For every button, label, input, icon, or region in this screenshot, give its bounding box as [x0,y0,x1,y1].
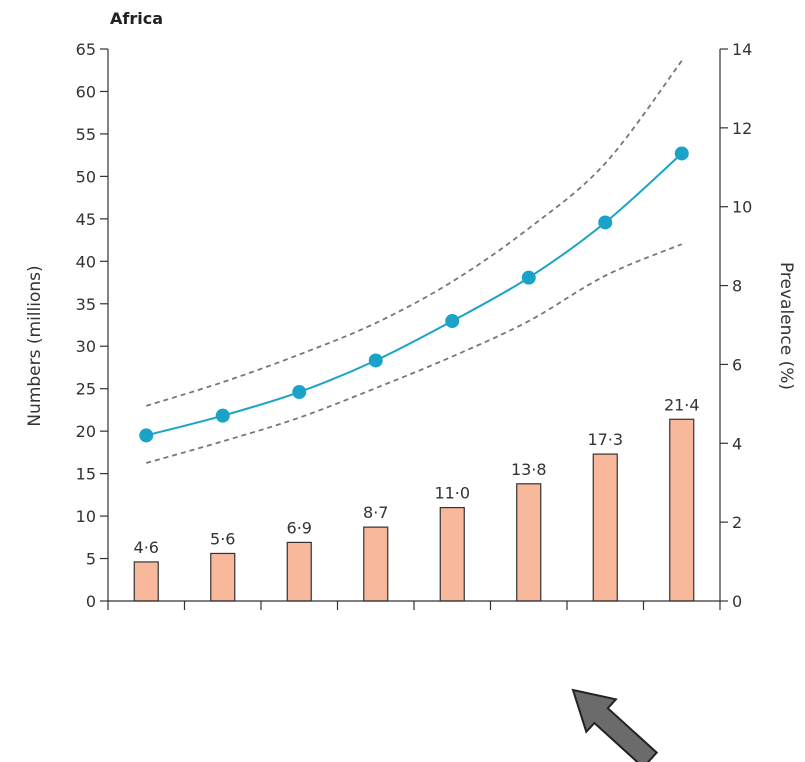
upper-bound-line [145,60,683,407]
y2-tick-label: 6 [732,355,742,374]
annotation-arrow [571,688,659,762]
bar [592,453,618,602]
y2-tick-label: 12 [732,119,752,138]
bar [439,506,465,602]
bar [669,418,695,602]
y2-tick-label: 2 [732,513,742,532]
y2-tick-label: 14 [732,40,752,59]
y-tick-label: 5 [86,550,96,569]
y-axis-title: Numbers (millions) [25,265,45,426]
y-tick-label: 10 [76,507,96,526]
bar-label: 5·6 [210,529,235,548]
y-tick-label: 45 [76,210,96,229]
bar-label: 17·3 [587,430,623,449]
chart-title: Africa [110,9,163,28]
bar-labels: 4·6 5·6 6·9 8·7 11·0 13·8 17·3 21·4 [134,395,700,557]
bar [133,561,159,602]
prevalence-point [139,428,154,443]
prevalence-point [292,385,307,400]
prevalence-point [598,215,613,230]
bar-label: 8·7 [363,503,388,522]
prevalence-point [215,408,230,423]
bar-label: 6·9 [287,518,312,537]
y2-tick-label: 10 [732,198,752,217]
prevalence-series [139,146,689,443]
arrow-shape [571,688,659,762]
y2-tick-label: 8 [732,277,742,296]
y-tick-label: 15 [76,465,96,484]
confidence-bounds [145,60,683,464]
y-tick-label: 0 [86,592,96,611]
y2-tick-label: 4 [732,434,742,453]
y2-axis-title: Prevalence (%) [776,262,796,390]
bar [363,526,389,602]
y-tick-label: 50 [76,167,96,186]
bar [210,552,236,602]
bar-series [133,418,695,602]
bar-label: 21·4 [664,395,700,414]
y-tick-label: 60 [76,82,96,101]
y2-tick-label: 0 [732,592,742,611]
y-tick-label: 35 [76,295,96,314]
prevalence-line [146,152,683,437]
bar-label: 11·0 [434,484,470,503]
bar [286,541,312,602]
prevalence-point [368,353,383,368]
prevalence-point [521,270,536,285]
y-tick-label: 30 [76,337,96,356]
y-tick-label: 20 [76,422,96,441]
y-tick-label: 25 [76,380,96,399]
y-tick-label: 40 [76,252,96,271]
bar-label: 13·8 [511,460,547,479]
lower-bound-line [146,243,683,464]
prevalence-point [674,146,689,161]
prevalence-point [445,314,460,329]
bar [516,483,542,602]
y-tick-label: 65 [76,40,96,59]
axes: 0 5 10 15 20 25 30 35 40 45 50 55 60 65 0 2 4 6 8 10 12 14 [76,40,753,611]
bar-label: 4·6 [134,538,159,557]
y-tick-label: 55 [76,125,96,144]
